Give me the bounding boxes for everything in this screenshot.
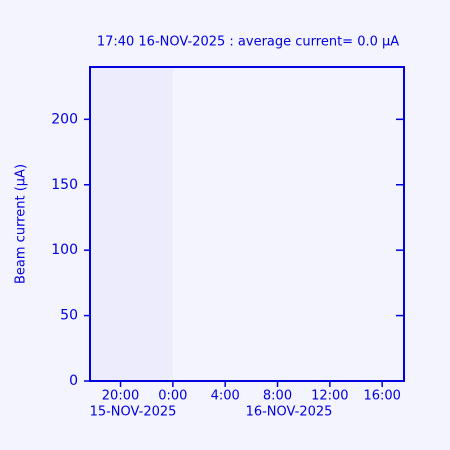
y-tick-label: 0 xyxy=(69,373,78,389)
x-tick-label: 0:00 xyxy=(158,389,187,404)
y-tick-label: 100 xyxy=(51,242,78,258)
x-tick-label: 16:00 xyxy=(363,389,400,404)
x-tick-label: 12:00 xyxy=(311,389,348,404)
x-tick-label: 20:00 xyxy=(102,389,139,404)
y-tick-label: 150 xyxy=(51,177,78,193)
x-tick-label: 4:00 xyxy=(211,389,240,404)
x-tick-label: 8:00 xyxy=(263,389,292,404)
y-tick-label: 200 xyxy=(51,111,78,127)
previous-day-band xyxy=(90,67,173,381)
y-axis-label: Beam current (μA) xyxy=(14,164,29,284)
chart-title: 17:40 16-NOV-2025 : average current= 0.0… xyxy=(97,35,399,50)
plot-frame xyxy=(89,66,405,382)
x-date-label: 16-NOV-2025 xyxy=(246,405,333,420)
x-date-label: 15-NOV-2025 xyxy=(90,405,177,420)
y-tick-label: 50 xyxy=(60,308,78,324)
